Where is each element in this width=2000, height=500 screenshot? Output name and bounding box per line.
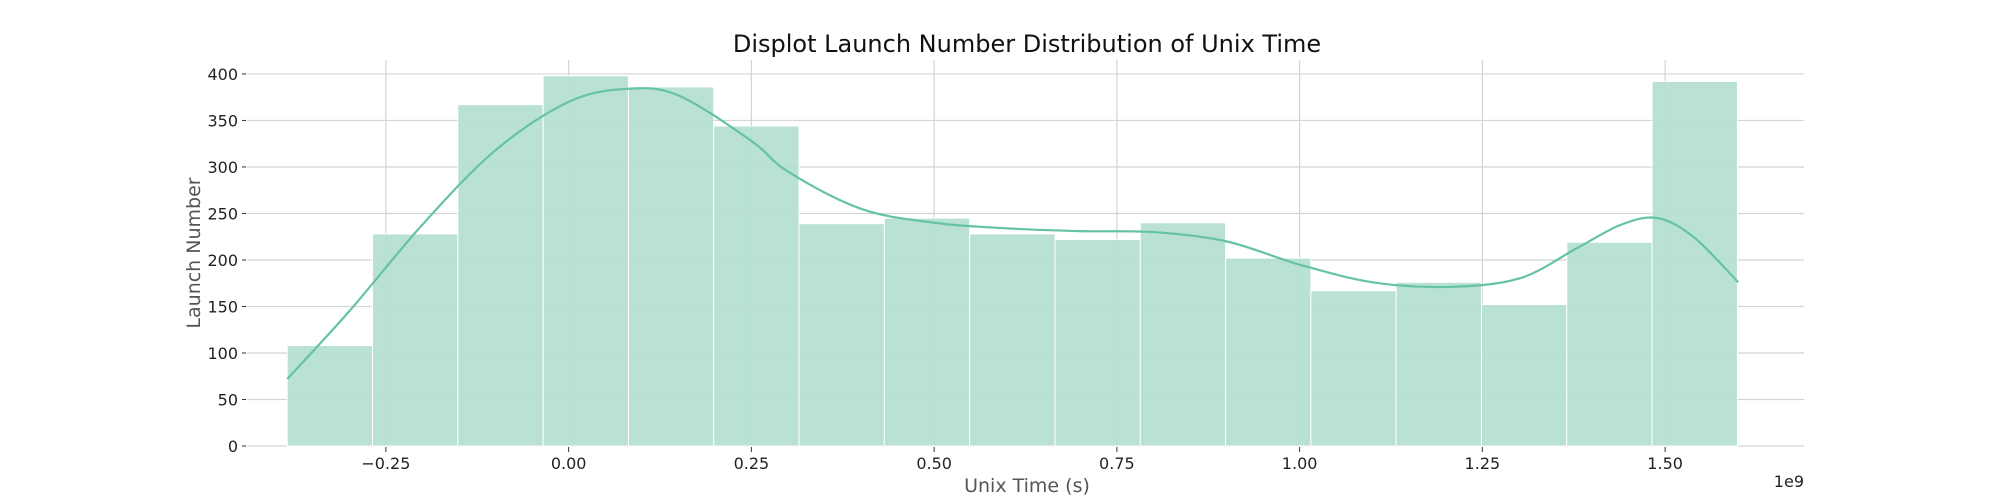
histogram-bar-4 <box>627 86 715 447</box>
chart-title: Displot Launch Number Distribution of Un… <box>733 30 1321 58</box>
histogram-bar-9 <box>1054 239 1141 447</box>
x-tick-label-4: 0.75 <box>1099 454 1135 473</box>
y-tick-label-0: 0 <box>228 437 238 456</box>
axis-layer: 0 50 100 150 200 250 300 350 400 −0.25 0.00 0.25 0.5… <box>207 65 1682 473</box>
histogram-bar-5 <box>713 125 800 447</box>
kde-layer <box>286 87 1739 380</box>
y-tick-label-8: 400 <box>207 65 238 84</box>
x-tick-label-3: 0.50 <box>916 454 952 473</box>
histogram-bar-6 <box>798 223 885 447</box>
x-tick-label-6: 1.25 <box>1465 454 1501 473</box>
y-tick-label-6: 300 <box>207 158 238 177</box>
y-tick-label-4: 200 <box>207 251 238 270</box>
x-tick-label-0: −0.25 <box>361 454 410 473</box>
y-tick-label-1: 50 <box>218 390 238 409</box>
histogram-bar-15 <box>1566 241 1653 447</box>
histogram-bar-14 <box>1480 304 1568 447</box>
x-axis-offset-label: 1e9 <box>1774 472 1804 491</box>
y-tick-label-5: 250 <box>207 204 238 223</box>
histogram-bar-1 <box>372 233 459 447</box>
y-tick-label-3: 150 <box>207 297 238 316</box>
histogram-bar-11 <box>1225 257 1312 447</box>
y-axis-label: Launch Number <box>183 177 205 328</box>
histogram-bar-13 <box>1395 281 1482 447</box>
histogram-bar-0 <box>286 345 374 447</box>
y-tick-label-7: 350 <box>207 111 238 130</box>
histogram-bar-3 <box>542 75 629 447</box>
x-tick-label-5: 1.00 <box>1282 454 1318 473</box>
histogram-bars <box>286 75 1738 447</box>
x-axis-label: Unix Time (s) <box>964 475 1090 497</box>
histogram-bar-12 <box>1310 290 1397 447</box>
histogram-bar-7 <box>883 217 971 447</box>
histogram-bar-16 <box>1651 80 1738 447</box>
histogram-bar-8 <box>969 233 1056 447</box>
histogram-bar-10 <box>1139 222 1227 447</box>
histogram-bar-2 <box>457 104 544 447</box>
x-tick-label-2: 0.25 <box>734 454 770 473</box>
y-tick-label-2: 100 <box>207 344 238 363</box>
kde-curve-line <box>286 87 1739 380</box>
x-tick-label-1: 0.00 <box>551 454 587 473</box>
x-tick-label-7: 1.50 <box>1647 454 1683 473</box>
